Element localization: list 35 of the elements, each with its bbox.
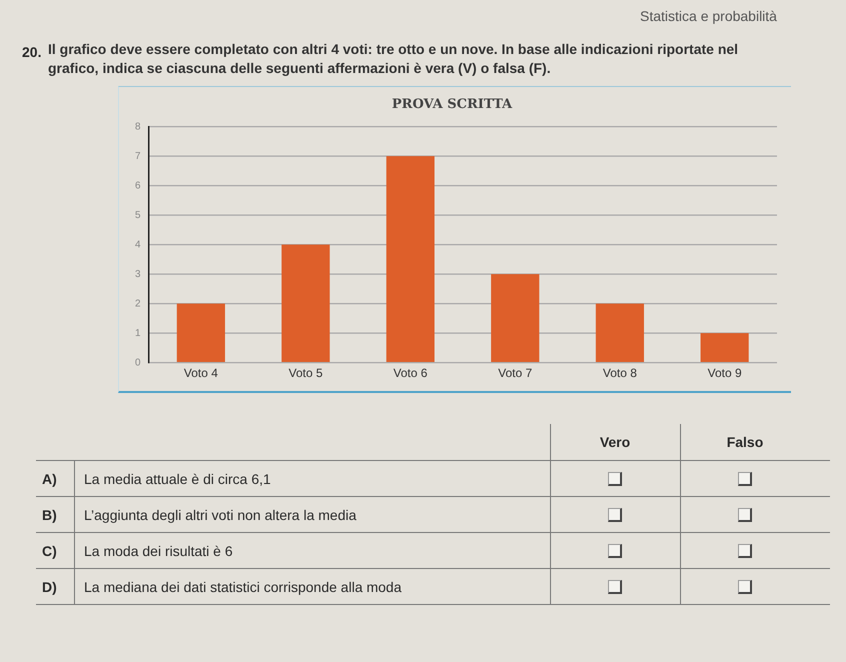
- text: Il grafico deve essere completato con altri 4 voti: tre otto e un nove. In base alle indicazioni riportate nel grafico, indica se ciascuna delle seguenti affermazioni è vera (V) o falsa (F).: [48, 40, 740, 78]
- text: D): [42, 578, 57, 597]
- y-tick-label: 0: [135, 357, 141, 368]
- x-tick-label: Voto 6: [393, 366, 428, 380]
- text: C): [42, 542, 57, 561]
- bar: [282, 244, 330, 362]
- y-tick-label: 3: [135, 268, 141, 280]
- text: La mediana dei dati statistici corrisponde alla moda: [84, 578, 402, 597]
- chart-title: PROVA SCRITTA: [392, 97, 514, 112]
- text: B): [42, 506, 57, 525]
- x-tick-label: Voto 4: [184, 366, 218, 380]
- text: L’aggiunta degli altri voti non altera la media: [84, 506, 356, 525]
- y-tick-label: 1: [135, 328, 141, 339]
- text: Falso: [726, 433, 764, 452]
- text: La media attuale è di circa 6,1: [84, 470, 271, 489]
- bar: [700, 333, 749, 362]
- y-tick-label: 7: [135, 150, 141, 162]
- y-tick-label: 2: [135, 298, 141, 310]
- x-tick-label: Voto 5: [288, 366, 324, 380]
- x-tick-label: Voto 8: [602, 366, 638, 380]
- bar: [491, 274, 540, 362]
- y-tick-label: 8: [135, 121, 141, 132]
- text: Statistica e probabilità: [640, 8, 777, 24]
- x-tick-label: Voto 7: [498, 366, 532, 380]
- text: La moda dei risultati è 6: [84, 542, 233, 561]
- y-tick-label: 4: [135, 239, 141, 250]
- y-tick-label: 5: [135, 210, 141, 221]
- bar: [176, 304, 226, 362]
- x-tick-label: Voto 9: [708, 366, 742, 380]
- text: 20.: [22, 44, 42, 60]
- text: A): [42, 470, 57, 489]
- y-tick-label: 6: [135, 180, 141, 192]
- bar: [386, 156, 434, 362]
- bar: [596, 304, 644, 362]
- text: Vero: [598, 433, 632, 452]
